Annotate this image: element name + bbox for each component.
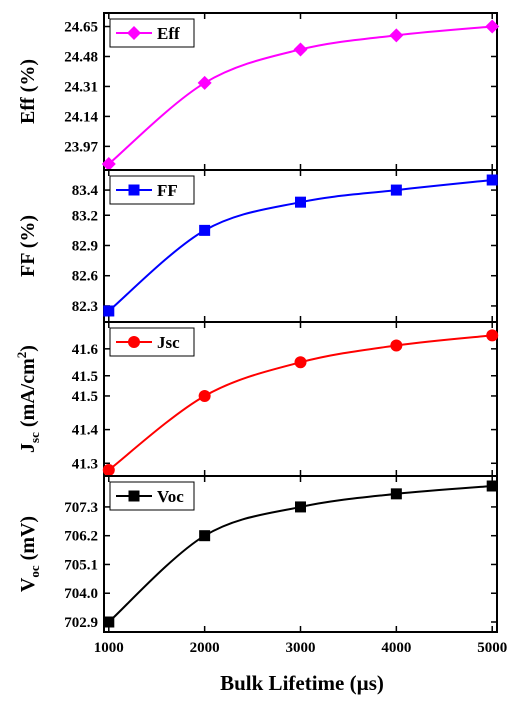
data-point-eff <box>101 157 116 171</box>
y-axis-title: Voc (mV) <box>17 516 42 592</box>
legend-label: Eff <box>157 24 180 43</box>
data-point-voc <box>199 530 211 542</box>
y-tick-label: 82.3 <box>72 299 98 315</box>
y-tick-label: 82.9 <box>72 238 98 254</box>
y-tick-label: 41.3 <box>72 456 98 472</box>
data-point-jsc <box>102 464 115 476</box>
data-point-eff <box>389 28 404 43</box>
data-point-ff <box>199 224 211 236</box>
x-tick-label: 2000 <box>190 640 220 656</box>
panel-4: 702.9 704.0 705.1 706.2 707.3 Voc (mV) Voc <box>17 475 498 633</box>
y-tick-label: 24.65 <box>64 20 98 36</box>
panel-2: 82.3 82.6 82.9 83.2 83.4 FF (%) FF <box>17 169 498 323</box>
y-tick-label: 706.2 <box>64 529 98 545</box>
data-point-ff <box>390 184 402 196</box>
y-tick-label: 702.9 <box>64 615 98 631</box>
y-axis-title: FF (%) <box>17 215 39 277</box>
data-point-voc <box>295 501 306 513</box>
legend: Eff <box>109 18 195 48</box>
data-point-ff <box>295 196 306 208</box>
legend-label: Voc <box>157 487 184 506</box>
data-point-voc <box>486 480 498 492</box>
data-point-eff <box>293 42 308 57</box>
panel-3: 41.3 41.4 41.5 41.5 41.6 Jsc (mA/cm2) Jsc <box>14 321 499 477</box>
data-point-ff <box>103 305 115 317</box>
legend: Jsc <box>109 327 195 357</box>
x-axis-ticks: 1000 2000 3000 4000 5000 <box>94 640 507 656</box>
data-point-ff <box>486 174 498 186</box>
legend-label: FF <box>157 181 178 200</box>
x-tick-label: 1000 <box>94 640 124 656</box>
y-tick-label: 41.5 <box>72 369 98 385</box>
x-axis-title: Bulk Lifetime (µs) <box>220 671 384 695</box>
x-tick-label: 4000 <box>381 640 411 656</box>
y-tick-label: 707.3 <box>64 500 98 516</box>
data-point-jsc <box>486 329 499 342</box>
y-tick-label: 24.48 <box>64 49 98 65</box>
data-point-eff <box>197 75 212 90</box>
data-point-jsc <box>390 339 403 352</box>
data-point-jsc <box>294 356 307 369</box>
legend: FF <box>109 175 195 205</box>
legend-marker <box>128 184 140 196</box>
y-tick-label: 41.5 <box>72 389 98 405</box>
x-tick-label: 3000 <box>286 640 316 656</box>
legend-marker <box>128 490 140 502</box>
legend-marker <box>128 336 140 348</box>
y-tick-label: 83.4 <box>72 183 99 199</box>
legend-label: Jsc <box>157 333 180 352</box>
panel-1: 23.97 24.14 24.31 24.48 24.65 Eff (%) Eff <box>17 12 500 171</box>
legend-marker <box>127 26 141 40</box>
x-axis: 1000 2000 3000 4000 5000 Bulk Lifetime (µs) <box>94 640 507 695</box>
y-tick-label: 24.31 <box>64 79 98 95</box>
data-point-voc <box>390 488 402 500</box>
y-tick-label: 41.4 <box>72 423 99 439</box>
y-axis-title: Eff (%) <box>17 59 39 124</box>
y-axis-title: Jsc (mA/cm2) <box>14 345 42 453</box>
y-tick-label: 24.14 <box>64 109 98 125</box>
y-tick-label: 705.1 <box>64 557 98 573</box>
y-tick-label: 23.97 <box>64 139 98 155</box>
y-tick-label: 82.6 <box>72 269 99 285</box>
data-point-eff <box>485 19 500 34</box>
y-tick-label: 83.2 <box>72 208 98 224</box>
x-tick-label: 5000 <box>477 640 507 656</box>
legend: Voc <box>109 481 195 511</box>
data-point-jsc <box>198 389 211 402</box>
y-tick-label: 704.0 <box>64 586 98 602</box>
data-point-voc <box>103 616 115 628</box>
y-tick-label: 41.6 <box>72 342 99 358</box>
